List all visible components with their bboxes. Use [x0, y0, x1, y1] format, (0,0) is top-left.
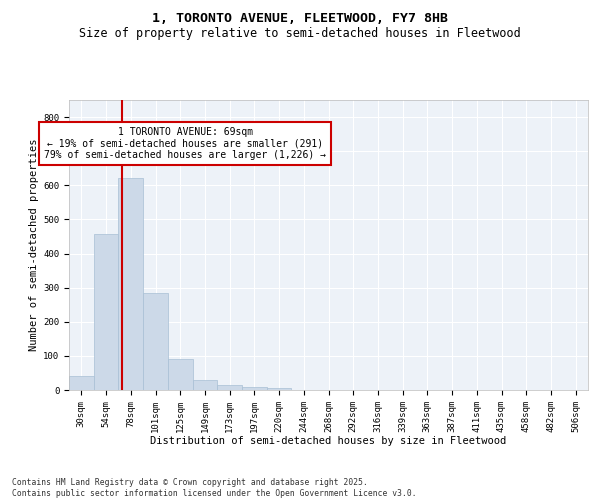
Text: Contains HM Land Registry data © Crown copyright and database right 2025.
Contai: Contains HM Land Registry data © Crown c…: [12, 478, 416, 498]
Bar: [143, 293, 168, 390]
Bar: [69, 376, 94, 390]
Bar: [193, 380, 217, 390]
Y-axis label: Number of semi-detached properties: Number of semi-detached properties: [29, 138, 39, 352]
Bar: [217, 385, 242, 390]
Text: 1, TORONTO AVENUE, FLEETWOOD, FY7 8HB: 1, TORONTO AVENUE, FLEETWOOD, FY7 8HB: [152, 12, 448, 26]
Text: Size of property relative to semi-detached houses in Fleetwood: Size of property relative to semi-detach…: [79, 28, 521, 40]
Bar: [168, 358, 193, 390]
Bar: [118, 178, 143, 390]
Bar: [94, 234, 118, 390]
Bar: [242, 388, 267, 390]
Bar: [267, 388, 292, 390]
Text: 1 TORONTO AVENUE: 69sqm
← 19% of semi-detached houses are smaller (291)
79% of s: 1 TORONTO AVENUE: 69sqm ← 19% of semi-de…: [44, 128, 326, 160]
X-axis label: Distribution of semi-detached houses by size in Fleetwood: Distribution of semi-detached houses by …: [151, 436, 506, 446]
